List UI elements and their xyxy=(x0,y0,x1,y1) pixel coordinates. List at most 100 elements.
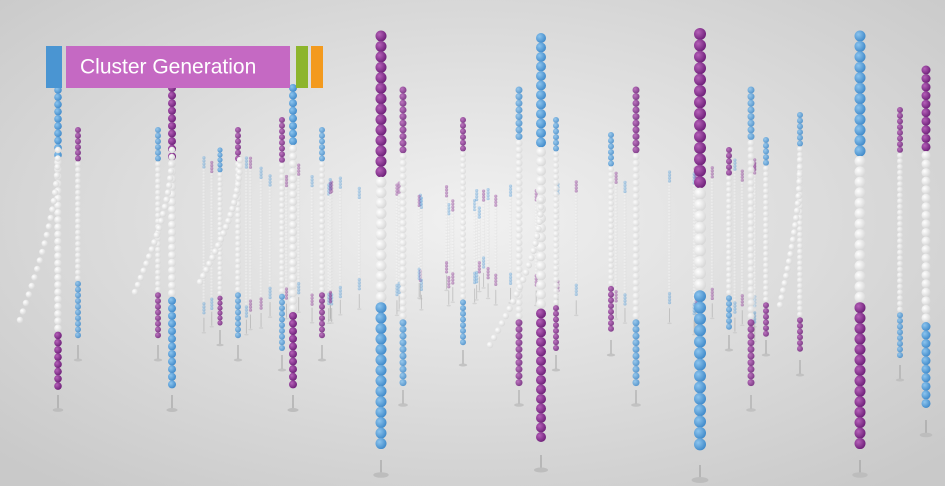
bead xyxy=(614,247,618,251)
bead xyxy=(897,181,903,188)
bead xyxy=(268,280,272,284)
bead xyxy=(694,358,706,371)
bead xyxy=(460,122,466,129)
bead xyxy=(268,238,272,242)
bead xyxy=(451,254,455,258)
curved-bead xyxy=(168,146,176,154)
bead xyxy=(763,199,769,206)
bead xyxy=(515,226,523,234)
bead xyxy=(740,227,744,231)
bead xyxy=(248,278,253,282)
bead xyxy=(747,86,755,94)
bead xyxy=(54,295,62,304)
bead xyxy=(289,281,297,290)
bead xyxy=(508,242,513,246)
bead xyxy=(854,396,866,408)
bead xyxy=(202,162,206,166)
bead xyxy=(667,285,672,290)
bead xyxy=(553,202,559,209)
bead xyxy=(310,299,314,303)
curved-bead xyxy=(51,189,59,196)
bead xyxy=(740,248,744,252)
bead xyxy=(854,249,866,261)
bead xyxy=(235,309,241,316)
bead xyxy=(310,174,314,179)
anchor xyxy=(216,343,224,347)
bead xyxy=(168,304,176,313)
bead xyxy=(740,212,744,216)
bead xyxy=(54,281,62,289)
bead xyxy=(338,197,342,201)
bead xyxy=(248,220,253,224)
bead xyxy=(747,139,755,147)
bead xyxy=(608,263,614,270)
bead xyxy=(202,213,206,218)
bead xyxy=(375,291,387,303)
bead xyxy=(710,236,714,240)
bead xyxy=(508,260,513,264)
bead xyxy=(574,271,578,275)
bead xyxy=(475,261,479,266)
bead xyxy=(747,365,755,373)
bead xyxy=(235,252,241,259)
bead xyxy=(248,308,253,312)
bead xyxy=(289,258,297,267)
curved-bead xyxy=(225,217,232,225)
bead xyxy=(319,246,325,253)
bead xyxy=(310,184,314,188)
bead xyxy=(623,284,627,288)
bead xyxy=(515,119,523,127)
bead xyxy=(399,266,407,274)
bead xyxy=(155,161,161,168)
bead xyxy=(921,193,931,203)
bead xyxy=(854,239,866,251)
bead xyxy=(338,191,342,195)
bead xyxy=(694,164,706,177)
bead xyxy=(553,293,559,300)
bead xyxy=(244,201,249,206)
bead xyxy=(460,288,466,294)
bead xyxy=(614,262,618,266)
bead xyxy=(710,190,714,194)
bead xyxy=(726,272,732,279)
bead xyxy=(54,353,62,361)
bead xyxy=(259,282,263,286)
bead xyxy=(614,180,618,184)
bead xyxy=(486,251,490,255)
bead xyxy=(897,158,903,165)
bead xyxy=(614,277,618,282)
bead xyxy=(460,174,466,180)
bead xyxy=(244,186,249,190)
bead xyxy=(608,285,614,292)
bead xyxy=(694,301,706,314)
bead xyxy=(726,215,732,222)
bead xyxy=(310,193,314,197)
bead xyxy=(694,427,706,439)
bead xyxy=(289,380,297,389)
bead xyxy=(897,323,903,330)
bead xyxy=(694,210,706,223)
bead xyxy=(763,268,769,275)
bead xyxy=(235,127,241,133)
bead xyxy=(279,174,285,180)
bead xyxy=(451,266,455,270)
bead xyxy=(419,272,424,276)
bead xyxy=(854,40,866,52)
bead xyxy=(574,219,578,223)
bead xyxy=(279,259,285,266)
bead xyxy=(574,189,578,193)
bead xyxy=(921,279,931,289)
bead xyxy=(54,93,62,102)
bead xyxy=(553,213,559,220)
bead xyxy=(259,178,263,183)
bead xyxy=(202,174,206,178)
bead xyxy=(608,297,614,304)
bead xyxy=(763,211,769,218)
bead xyxy=(259,191,263,195)
bead xyxy=(460,259,466,266)
bead xyxy=(297,254,301,258)
bead xyxy=(486,194,490,198)
bead xyxy=(694,28,706,40)
bead xyxy=(733,304,737,308)
bead xyxy=(632,339,640,347)
